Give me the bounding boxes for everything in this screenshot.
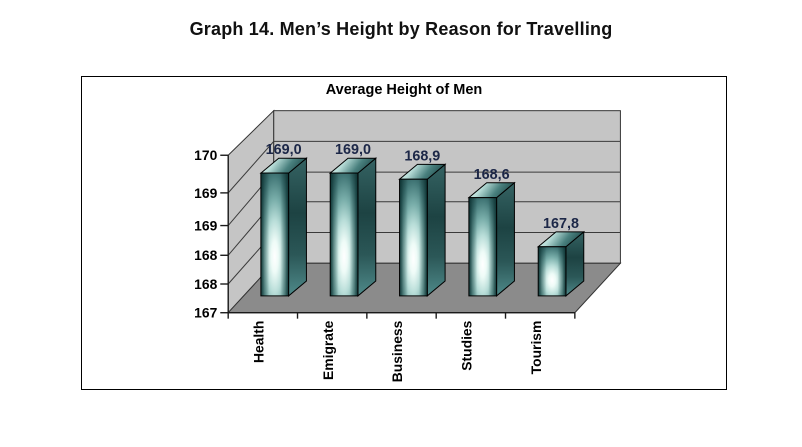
bar-front-shade [538,246,566,296]
bar-health [259,157,308,297]
y-tick-label: 169 [194,185,217,201]
y-tick-label: 167 [194,305,217,321]
bar-front-outline [537,246,567,297]
bar-studies [467,181,516,297]
bar-front-outline [399,178,428,297]
y-tick-label: 169 [194,218,217,234]
bar-emigrate [328,157,378,297]
bar-front-outline [468,197,498,297]
chart-frame: Average Height of Men 167 168 168 169 169 170… [81,76,727,390]
category-label: Business [389,320,405,382]
category-label: Health [251,321,267,363]
bar-tourism [536,230,586,297]
bar-side-face [357,157,377,297]
bar-data-label: 169,0 [266,142,302,158]
bar-side-face [288,157,307,297]
bar-front-shade [399,179,428,296]
y-tick-label: 170 [194,147,217,163]
bar-data-label: 169,0 [335,142,371,158]
category-label: Studies [459,320,475,370]
y-tick-label: 168 [194,247,217,263]
bar-data-label: 167,8 [543,216,579,232]
chart-main-title: Graph 14. Men’s Height by Reason for Tra… [189,19,613,39]
bar-front-outline [329,172,359,297]
plot-title: Average Height of Men [325,82,483,98]
bar-side-face [426,163,446,297]
bar-business [398,163,447,297]
category-label: Tourism [528,321,544,375]
bar-side-face [496,181,515,297]
gridline-sidewall [227,141,275,194]
bar-front-outline [260,172,290,297]
bar-front-shade [468,197,497,296]
bar-data-label: 168,6 [474,167,510,183]
bar-front-shade [330,173,358,296]
bar-front-shade [260,173,289,296]
bar-chart-3d: 167 168 168 169 169 170 169,0 169,0 168,9 168,6 16… [194,109,622,382]
bar-data-label: 168,9 [404,148,440,164]
category-label: Emigrate [320,320,336,380]
y-tick-label: 168 [194,276,217,292]
